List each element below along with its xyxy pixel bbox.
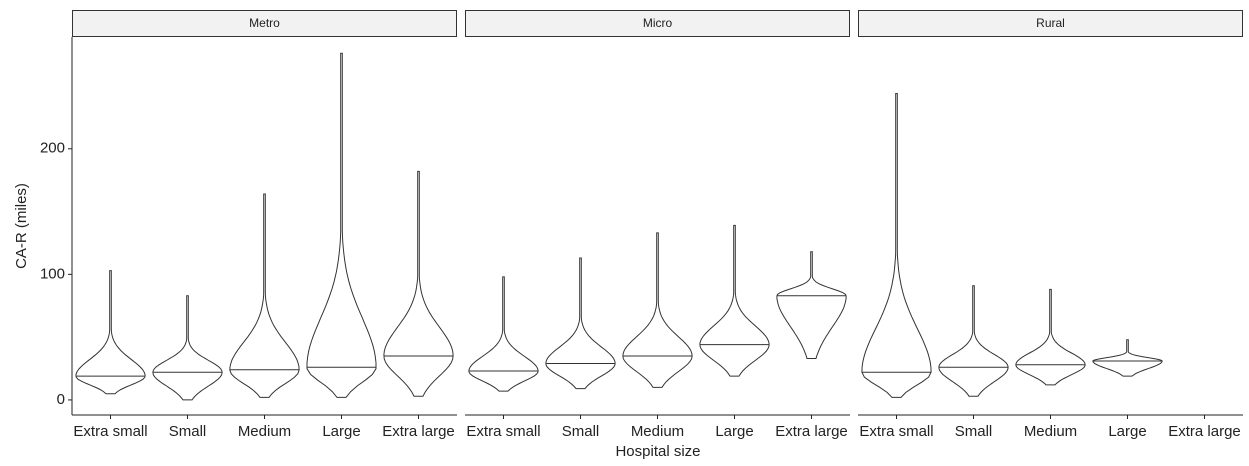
y-tick-label: 100 xyxy=(40,265,65,282)
violin xyxy=(383,170,454,397)
y-tick-label: 200 xyxy=(40,140,65,157)
strip xyxy=(465,10,850,37)
violin xyxy=(75,270,146,395)
violin xyxy=(229,193,300,398)
strip xyxy=(72,10,457,37)
violin xyxy=(1015,288,1086,386)
x-tick-label: Small xyxy=(169,423,207,440)
facet-title: Metro xyxy=(249,16,280,30)
y-tick-label: 0 xyxy=(57,391,65,408)
x-tick-label: Extra large xyxy=(382,423,455,440)
violin xyxy=(938,285,1009,397)
x-tick-label: Medium xyxy=(631,423,684,440)
violin xyxy=(152,295,223,401)
violin xyxy=(468,276,539,392)
violin xyxy=(699,224,770,377)
violin xyxy=(306,52,377,398)
x-tick-label: Extra large xyxy=(1168,423,1241,440)
x-tick-label: Extra small xyxy=(73,423,147,440)
violin xyxy=(1092,339,1163,377)
violin xyxy=(545,257,616,390)
x-tick-label: Large xyxy=(322,423,360,440)
x-axis-label: Hospital size xyxy=(615,443,700,460)
x-tick-label: Extra small xyxy=(859,423,933,440)
violin xyxy=(776,251,847,359)
violin xyxy=(622,232,693,388)
facet-title: Micro xyxy=(643,16,673,30)
y-axis-label: CA-R (miles) xyxy=(13,183,30,269)
x-tick-label: Extra large xyxy=(775,423,848,440)
strip xyxy=(858,10,1243,37)
x-tick-label: Large xyxy=(715,423,753,440)
x-tick-label: Extra small xyxy=(466,423,540,440)
x-tick-label: Small xyxy=(562,423,600,440)
x-tick-label: Medium xyxy=(238,423,291,440)
x-tick-label: Large xyxy=(1108,423,1146,440)
facet-title: Rural xyxy=(1036,16,1065,30)
violin xyxy=(861,93,932,398)
x-tick-label: Medium xyxy=(1024,423,1077,440)
x-tick-label: Small xyxy=(955,423,993,440)
